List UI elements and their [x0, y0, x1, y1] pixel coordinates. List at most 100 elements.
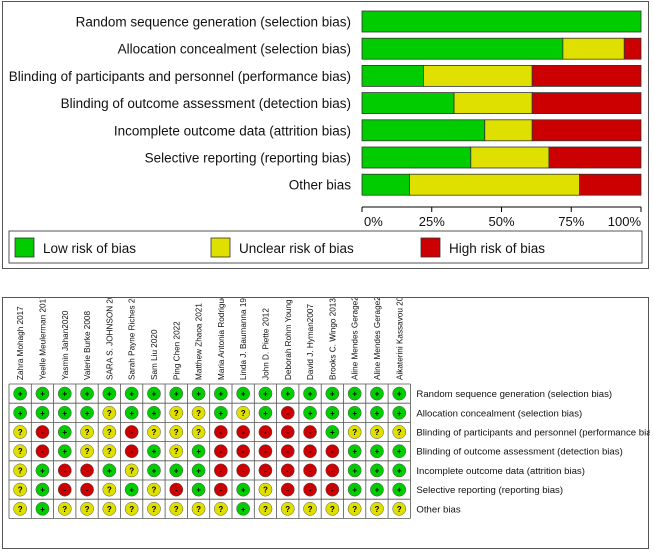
judgement-symbol: -	[286, 428, 289, 437]
judgement-symbol: ?	[263, 486, 268, 495]
judgement-symbol: ?	[375, 428, 380, 437]
judgement-symbol: +	[40, 390, 45, 399]
judgement-symbol: -	[41, 428, 44, 437]
judgement-symbol: -	[175, 486, 178, 495]
risk-of-bias-graph-svg: Random sequence generation (selection bi…	[8, 10, 643, 264]
judgement-dot	[214, 425, 228, 439]
judgement-symbol: -	[286, 447, 289, 456]
judgement-dot	[13, 501, 27, 516]
judgement-symbol: +	[330, 428, 335, 437]
judgement-dot	[13, 386, 27, 401]
judgement-dot	[214, 405, 228, 420]
judgement-symbol: +	[40, 505, 45, 514]
judgement-dot	[303, 501, 317, 516]
judgement-symbol: ?	[62, 505, 67, 514]
judgement-symbol: +	[330, 390, 335, 399]
judgement-dot	[191, 386, 206, 401]
judgement-symbol: -	[331, 466, 334, 475]
study-label: Matthew Zhaoa 2021	[195, 303, 204, 380]
judgement-dot	[124, 405, 139, 420]
judgement-dot	[169, 405, 184, 420]
bar-segment	[531, 92, 642, 114]
bar-segment	[361, 37, 564, 60]
judgement-dot	[392, 482, 407, 497]
judgement-symbol: +	[40, 466, 45, 475]
judgement-symbol: +	[308, 409, 313, 418]
judgement-symbol: ?	[397, 505, 402, 514]
judgement-dot	[80, 501, 94, 516]
risk-of-bias-graph: Random sequence generation (selection bi…	[2, 1, 649, 269]
study-label: Aline Mendes Gerage2017	[373, 298, 382, 380]
judgement-symbol: ?	[18, 466, 23, 475]
judgement-dot	[236, 425, 250, 439]
judgement-symbol: ?	[152, 428, 157, 437]
judgement-dot	[347, 501, 362, 516]
judgement-symbol: +	[219, 409, 224, 418]
judgement-symbol: -	[130, 428, 133, 437]
judgement-dot	[13, 425, 27, 439]
judgement-dot	[303, 425, 317, 439]
bar-segment	[361, 92, 455, 114]
judgement-symbol: -	[63, 466, 66, 475]
judgement-symbol: -	[286, 409, 289, 418]
judgement-dot	[325, 501, 340, 516]
judgement-dot	[191, 463, 206, 478]
judgement-symbol: +	[308, 390, 313, 399]
judgement-dot	[35, 386, 50, 401]
legend-swatch	[14, 237, 35, 258]
study-label: Sam Liu 2020	[150, 329, 159, 380]
judgement-symbol: +	[152, 390, 157, 399]
judgement-dot	[147, 444, 161, 459]
judgement-dot	[191, 405, 206, 420]
judgement-dot	[191, 425, 206, 439]
judgement-symbol: +	[107, 390, 112, 399]
judgement-symbol: +	[241, 505, 246, 514]
study-label: Brooks C. Wingo 2013	[328, 298, 337, 380]
category-label: Selective reporting (reporting bias)	[145, 151, 351, 166]
judgement-symbol: -	[63, 486, 66, 495]
judgement-symbol: ?	[18, 486, 23, 495]
judgement-symbol: +	[62, 447, 67, 456]
judgement-symbol: -	[242, 447, 245, 456]
judgement-dot	[392, 386, 407, 401]
judgement-symbol: +	[62, 409, 67, 418]
judgement-symbol: +	[263, 409, 268, 418]
judgement-dot	[80, 405, 94, 420]
judgement-dot	[80, 444, 94, 459]
judgement-symbol: +	[196, 486, 201, 495]
judgement-symbol: +	[219, 390, 224, 399]
judgement-symbol: ?	[18, 505, 23, 514]
judgement-dot	[124, 425, 139, 439]
judgement-symbol: +	[196, 390, 201, 399]
bar-segment	[422, 65, 533, 87]
category-label: Incomplete outcome data (attrition bias)	[114, 123, 351, 138]
judgement-symbol: ?	[375, 505, 380, 514]
judgement-dot	[325, 405, 340, 420]
study-label: Ping Chen 2022	[172, 321, 181, 380]
judgement-symbol: +	[397, 409, 402, 418]
judgement-symbol: -	[130, 447, 133, 456]
judgement-symbol: -	[220, 466, 223, 475]
judgement-symbol: +	[397, 486, 402, 495]
judgement-symbol: ?	[107, 486, 112, 495]
judgement-symbol: +	[375, 466, 380, 475]
judgement-dot	[347, 463, 362, 478]
x-tick-label: 50%	[488, 214, 514, 229]
legend-box	[8, 230, 643, 264]
judgement-symbol: +	[107, 466, 112, 475]
judgement-symbol: +	[352, 409, 357, 418]
bar-segment	[409, 173, 581, 196]
judgement-dot	[280, 463, 295, 478]
bar-segment	[531, 65, 642, 87]
judgement-dot	[347, 405, 362, 420]
judgement-symbol: +	[352, 390, 357, 399]
judgement-symbol: ?	[174, 505, 179, 514]
judgement-dot	[102, 463, 117, 478]
judgement-dot	[347, 386, 362, 401]
judgement-dot	[258, 482, 273, 497]
judgement-symbol: -	[86, 466, 89, 475]
judgement-dot	[392, 501, 407, 516]
judgement-dot	[325, 463, 340, 478]
judgement-symbol: +	[241, 486, 246, 495]
judgement-dot	[191, 482, 206, 497]
